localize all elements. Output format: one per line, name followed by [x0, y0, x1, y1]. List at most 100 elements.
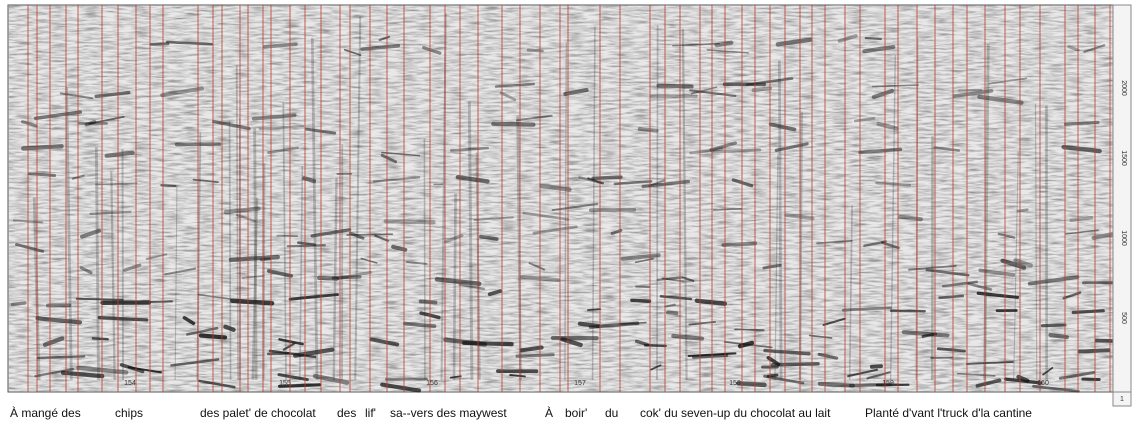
segment-boundaries — [27, 5, 1111, 392]
streak — [360, 44, 401, 51]
y-tick-label: 1000 — [1120, 230, 1127, 246]
streak — [770, 362, 820, 367]
y-tick-label: 1500 — [1120, 150, 1127, 166]
striation — [774, 154, 779, 381]
streak — [75, 297, 124, 301]
streak — [938, 294, 965, 300]
streak — [613, 180, 653, 186]
streak — [405, 261, 428, 265]
striation — [423, 138, 426, 381]
streak — [956, 372, 996, 377]
streak — [711, 148, 762, 154]
streak — [656, 276, 684, 282]
striation — [174, 185, 178, 381]
streak — [286, 244, 326, 248]
streak — [95, 182, 138, 186]
streak — [563, 87, 589, 97]
streak — [185, 326, 219, 336]
corner-label: 1 — [1120, 396, 1124, 403]
streak — [258, 124, 305, 131]
streak — [91, 337, 109, 341]
streak — [1042, 367, 1054, 376]
transcript-word: boir' — [565, 406, 587, 420]
striation — [299, 166, 304, 381]
streak — [736, 381, 767, 388]
transcript-word: Planté d'vant l'truck d'la cantine — [865, 406, 1032, 420]
streak — [862, 44, 896, 54]
striation — [1013, 151, 1019, 381]
streak — [278, 383, 322, 388]
x-tick-label: 155 — [279, 380, 291, 387]
streak — [228, 254, 280, 263]
streak — [941, 280, 979, 288]
streak — [866, 371, 891, 380]
streak — [853, 116, 876, 123]
streak — [197, 293, 232, 300]
transcript-word: cok' du seven-up du chocolat au lait — [640, 406, 831, 420]
streak — [36, 355, 86, 360]
striation — [253, 128, 258, 381]
streak — [620, 253, 661, 261]
streak — [380, 382, 422, 393]
streak — [348, 231, 365, 240]
striation — [228, 121, 232, 381]
x-tick-label: 157 — [574, 380, 586, 387]
streak — [671, 333, 705, 341]
streak — [372, 176, 421, 183]
y-axis-panel — [1112, 4, 1132, 393]
streak — [539, 183, 572, 192]
streak — [997, 232, 1016, 239]
streak — [1062, 291, 1082, 300]
streak — [198, 379, 236, 389]
striation — [1034, 103, 1038, 381]
streak — [223, 324, 236, 332]
streak — [97, 316, 149, 322]
streak — [921, 332, 937, 338]
streak — [1069, 215, 1094, 223]
transcript-word: des — [337, 406, 356, 420]
streak — [610, 228, 623, 235]
streak — [762, 263, 782, 270]
streak — [418, 299, 438, 305]
streak — [822, 317, 846, 326]
streak — [630, 298, 652, 303]
streak — [79, 266, 93, 275]
streak — [374, 234, 390, 242]
streak — [473, 216, 514, 221]
streak — [380, 153, 398, 164]
streak — [666, 310, 679, 316]
streak — [734, 328, 765, 331]
striation — [564, 42, 568, 381]
striation — [777, 60, 783, 381]
streak — [869, 364, 883, 369]
transcript-word: du — [605, 406, 618, 420]
streak — [691, 353, 729, 359]
streak — [27, 172, 57, 177]
streak — [160, 86, 204, 98]
streak — [709, 141, 737, 152]
streak — [808, 334, 833, 339]
streak — [343, 48, 362, 56]
streak — [587, 308, 602, 311]
streak — [723, 341, 773, 349]
x-tick-label: 160 — [1037, 380, 1049, 387]
streak — [967, 282, 993, 291]
streak — [262, 42, 298, 49]
streak — [515, 114, 553, 122]
streak — [975, 378, 1002, 388]
streak — [292, 347, 335, 358]
streak — [641, 180, 691, 189]
streak — [331, 275, 362, 280]
streak — [875, 181, 912, 187]
streak — [1040, 323, 1067, 328]
streak — [648, 179, 666, 188]
streak — [847, 368, 879, 378]
streak — [104, 150, 135, 158]
streak — [34, 367, 75, 378]
striation — [235, 64, 239, 381]
streak — [1063, 120, 1100, 126]
striation — [467, 101, 474, 381]
streak — [20, 120, 38, 128]
streak — [360, 257, 378, 264]
